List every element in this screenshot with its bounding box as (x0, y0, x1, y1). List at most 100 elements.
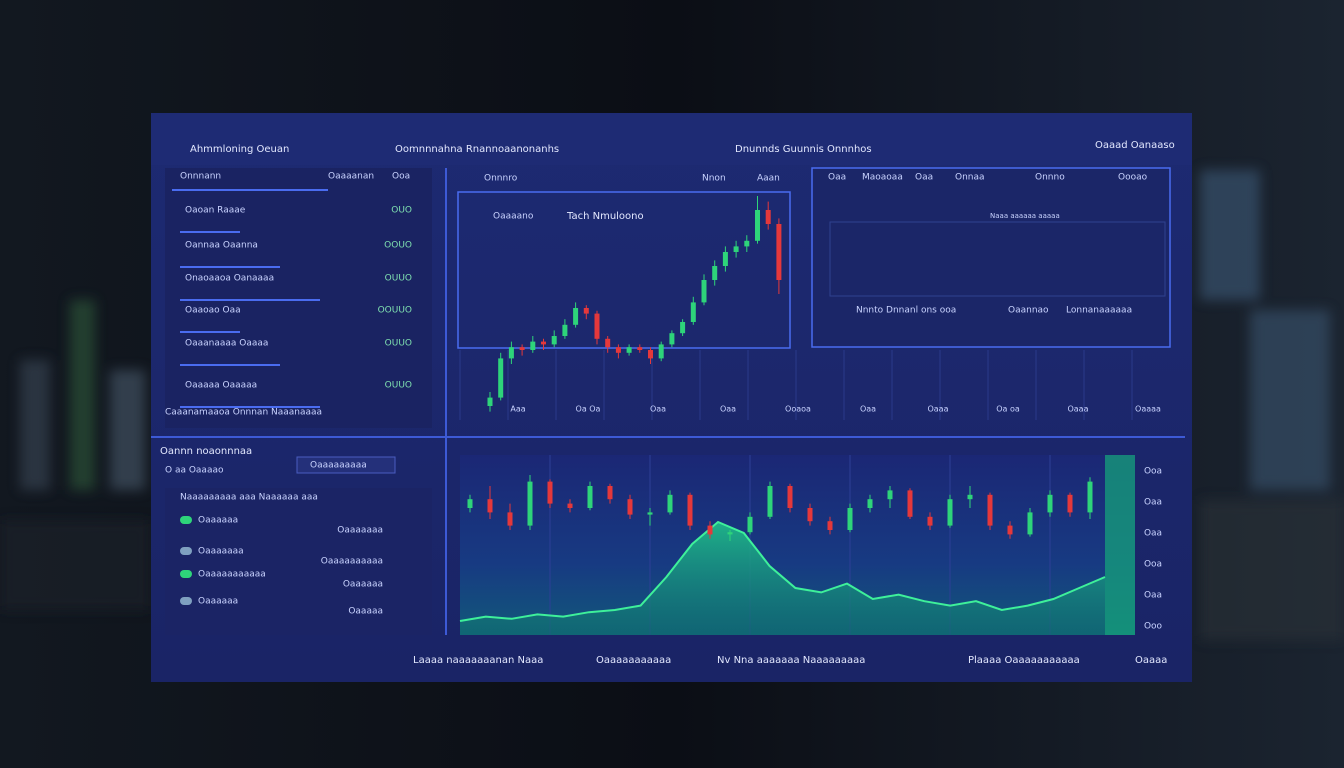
candle-body (627, 499, 633, 515)
candle-body (508, 347, 514, 359)
candle-body (1007, 525, 1013, 535)
area-fill (460, 522, 1105, 635)
candle-body (567, 503, 573, 508)
x-tick-label: Oaa (650, 405, 666, 414)
header-tab[interactable]: Oomnnnahna Rnannoaanonanhs (395, 144, 559, 155)
x-tick-label: Aaa (510, 405, 525, 414)
footer-item[interactable]: Oaaaa (1135, 655, 1167, 666)
candle-body (507, 512, 513, 526)
header-title: Ahmmloning Oeuan (190, 144, 289, 155)
y-tick-label: Ooo (1144, 622, 1163, 632)
panel-stat: Nnnto Dnnanl ons ooa (856, 306, 956, 316)
left-panel (165, 168, 432, 428)
panel-heading-tag: Ooa (392, 172, 410, 182)
status-pill (180, 570, 192, 578)
candle-body (733, 246, 739, 252)
area-line (459, 520, 1106, 622)
y-tick-label: Ooa (1144, 467, 1162, 477)
chart-title: Tach Nmuloono (566, 211, 644, 222)
row-label: Onaoaaoa Oanaaaa (185, 274, 274, 284)
panel-label: Oooao (1118, 173, 1148, 183)
chart-tab[interactable]: Onnnro (484, 174, 518, 184)
row-label: Oaaaaaaaaaaa (198, 570, 266, 580)
section-subtitle: O aa Oaaaao (165, 466, 224, 476)
panel-tab[interactable]: Onnaa (955, 173, 985, 183)
candle-body (787, 486, 793, 508)
chart-frame (457, 191, 791, 349)
x-tick-label: Oaaaa (1135, 405, 1161, 414)
candle-body (1067, 494, 1073, 513)
candle-body (615, 347, 621, 353)
candle-body (583, 308, 589, 314)
candle-body (487, 397, 493, 406)
chart-legend: Oaaaano (493, 212, 534, 222)
row-value: Oaaaaaaaaaa (321, 557, 383, 567)
candle-body (562, 324, 568, 336)
candle-body (765, 210, 771, 224)
panel-tab[interactable]: Onnno (1035, 173, 1065, 183)
header-bar (151, 113, 1192, 165)
y-tick-label: Ooa (1144, 560, 1162, 570)
footer-item[interactable]: Laaaa naaaaaaanan Naaa (413, 655, 543, 666)
candle-body (1047, 494, 1053, 513)
panel-stat: Oaannao (1008, 306, 1049, 316)
header-tab[interactable]: Dnunnds Guunnis Onnnhos (735, 144, 872, 155)
background-blur (0, 170, 1344, 640)
candle-body (530, 341, 536, 350)
panel-note: Naaa aaaaaa aaaaa (990, 212, 1060, 220)
candle-body (658, 344, 664, 359)
section-title: Oannn noaonnnaa (160, 446, 252, 457)
candle-body (527, 481, 533, 526)
candle-body (967, 494, 973, 500)
user-name[interactable]: Oaaad Oanaaso (1095, 140, 1175, 151)
y-tick-label: Oaa (1144, 591, 1162, 601)
footer-item[interactable]: Oaaaaaaaaaaa (596, 655, 671, 666)
footer-item[interactable]: Nv Nna aaaaaaa Naaaaaaaaa (717, 655, 865, 666)
x-tick-label: Ooaoa (785, 405, 811, 414)
panel-heading-value: Oaaaanan (328, 172, 374, 182)
candle-body (767, 486, 773, 517)
generated: Oaoan Raaae OUO Oannaa Oaanna OOUO Onaoaaoa … (180, 173, 1167, 666)
status-pill (180, 597, 192, 605)
candle-body (927, 516, 933, 526)
candle-body (648, 350, 653, 359)
lower-left-panel (165, 488, 432, 635)
candle-body (680, 322, 686, 334)
right-panel (811, 167, 1171, 348)
row-label: Oannaa Oaanna (185, 241, 258, 251)
row-label: Oaaaaaaa (198, 547, 244, 557)
candle-body (807, 508, 813, 522)
candle-body (687, 494, 693, 526)
candle-body (847, 508, 853, 530)
candle-body (498, 358, 504, 398)
row-label: Oaoan Raaae (185, 206, 246, 216)
candle-body (626, 347, 632, 353)
candle-body (573, 308, 579, 325)
panel-tab[interactable]: Oaa (828, 173, 846, 183)
candle-body (587, 486, 593, 508)
candle-body (547, 481, 553, 504)
panel-tab[interactable]: Oaa (915, 173, 933, 183)
panel-heading: Onnnann (180, 172, 221, 182)
candle-body (776, 224, 782, 280)
candle-body (727, 532, 733, 535)
row-label: Oaaaaaa (198, 516, 238, 526)
row-value: OUUO (385, 381, 412, 391)
panel-tab[interactable]: Maoaoaa (862, 173, 903, 183)
candle-body (755, 210, 760, 241)
x-tick-label: Oa Oa (576, 405, 601, 414)
candle-body (707, 525, 713, 535)
candle-body (519, 347, 525, 350)
chart-tab[interactable]: Aaan (757, 174, 780, 184)
status-pill (180, 547, 192, 555)
chart-tab[interactable]: Nnon (702, 174, 726, 184)
search-box[interactable] (296, 456, 396, 474)
footer-item[interactable]: Plaaaa Oaaaaaaaaaaa (968, 655, 1080, 666)
search-text[interactable]: Oaaaaaaaaa (310, 461, 367, 471)
candle-body (712, 266, 718, 280)
row-value: OOUUO (378, 306, 412, 316)
panel-footer: Caaanamaaoa Onnnan Naaanaaaa (165, 408, 322, 418)
candle-body (987, 494, 993, 526)
candle-body (667, 494, 673, 513)
status-pill (180, 516, 192, 524)
